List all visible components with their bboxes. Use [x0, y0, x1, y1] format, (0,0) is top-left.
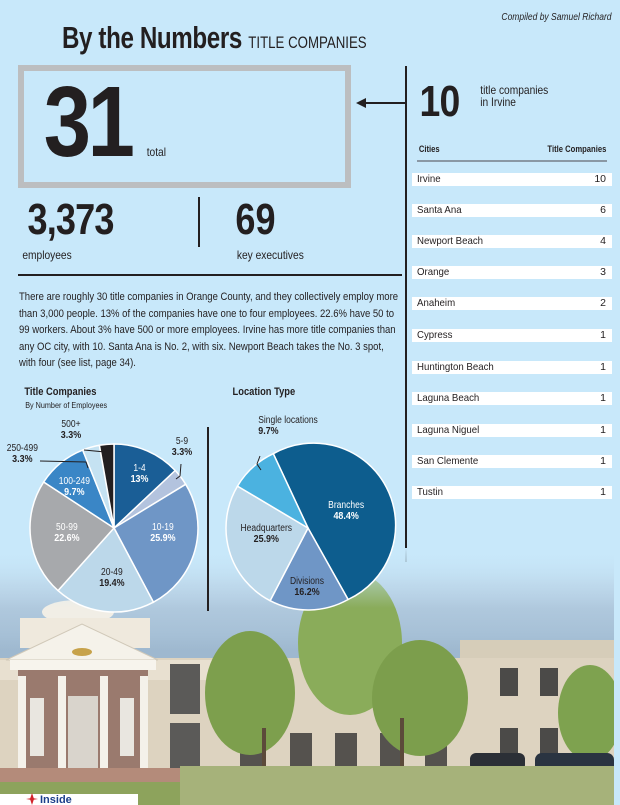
callout-label-line2: in Irvine	[480, 95, 516, 109]
slice-50-99	[29, 480, 116, 592]
charts-divider	[207, 427, 209, 611]
city-count: 1	[600, 455, 606, 467]
pie1-title: Title Companies	[24, 386, 97, 398]
table-row: San Clemente 1	[412, 455, 612, 468]
callout-label: title companies in Irvine	[480, 84, 574, 108]
employees-label: employees	[22, 248, 72, 262]
callout-label-line1: title companies	[480, 83, 549, 97]
logo-text: Inside	[40, 794, 72, 805]
employees-value: 3,373	[27, 195, 114, 244]
building-illustration	[0, 571, 620, 805]
table-row: Laguna Beach 1	[412, 392, 612, 405]
city-name: Tustin	[417, 486, 443, 498]
city-name: Newport Beach	[417, 235, 484, 247]
slice-500-plus	[98, 443, 115, 529]
table-row: Anaheim 2	[412, 297, 612, 310]
table-row: Tustin 1	[412, 486, 612, 499]
column-divider	[405, 66, 407, 562]
table-header-count: Title Companies	[547, 144, 606, 154]
pie1-subtitle: By Number of Employees	[25, 400, 108, 410]
leader-500-plus	[83, 449, 106, 464]
label-single-locations: Single locations 9.7%	[258, 415, 318, 437]
logo-panel	[0, 794, 138, 805]
city-name: San Clemente	[417, 455, 479, 467]
label-headquarters: Headquarters 25.9%	[240, 523, 293, 545]
pie-chart-location	[225, 442, 397, 611]
section-rule	[18, 274, 402, 276]
total-label: total	[146, 145, 166, 159]
label-20-49: 20-49 19.4%	[99, 567, 125, 589]
label-divisions: Divisions 16.2%	[290, 576, 325, 598]
city-count: 1	[600, 486, 606, 498]
city-count: 1	[600, 392, 606, 404]
city-count: 2	[600, 297, 606, 309]
page-title: By the Numbers TITLE COMPANIES	[62, 20, 367, 56]
table-row: Irvine 10	[412, 173, 612, 186]
table-row: Santa Ana 6	[412, 204, 612, 217]
callout-value: 10	[419, 77, 461, 126]
stats-divider	[198, 197, 200, 247]
compass-logo-icon	[26, 793, 38, 805]
table-row: Huntington Beach 1	[412, 361, 612, 374]
label-1-4: 1-4 13%	[130, 463, 149, 485]
credit-line: Compiled by Samuel Richard	[501, 12, 612, 23]
total-value: 31	[43, 66, 135, 178]
label-500-plus: 500+ 3.3%	[60, 419, 82, 441]
leader-single-locations	[256, 455, 262, 471]
table-header-rule	[417, 160, 607, 162]
arrow-left-icon	[356, 98, 366, 108]
city-count: 1	[600, 424, 606, 436]
table-row: Newport Beach 4	[412, 235, 612, 248]
city-name: Laguna Beach	[417, 392, 480, 404]
table-row: Orange 3	[412, 266, 612, 279]
city-name: Laguna Niguel	[417, 424, 480, 436]
label-100-249: 100-249 9.7%	[58, 476, 90, 498]
callout-arrow-line	[360, 102, 406, 104]
slice-10-19	[113, 483, 199, 604]
table-header-cities: Cities	[418, 144, 440, 154]
city-count: 3	[600, 266, 606, 278]
slice-1-4	[113, 443, 177, 530]
title-subtitle: TITLE COMPANIES	[248, 33, 367, 52]
slice-20-49	[56, 526, 155, 613]
city-count: 10	[594, 173, 606, 185]
city-name: Orange	[417, 266, 450, 278]
summary-paragraph: There are roughly 30 title companies in …	[19, 291, 399, 369]
table-row: Cypress 1	[412, 329, 612, 342]
executives-label: key executives	[236, 248, 304, 262]
label-250-499: 250-499 3.3%	[6, 443, 38, 465]
pie-chart-employees	[29, 443, 199, 613]
label-50-99: 50-99 22.6%	[54, 522, 80, 544]
total-frame	[18, 65, 351, 188]
city-count: 4	[600, 235, 606, 247]
city-count: 6	[600, 204, 606, 216]
table-row: Laguna Niguel 1	[412, 424, 612, 437]
city-count: 1	[600, 329, 606, 341]
slice-headquarters	[225, 485, 309, 602]
slice-divisions	[269, 526, 350, 611]
executives-value: 69	[235, 195, 276, 244]
leader-250-499	[39, 460, 89, 469]
city-count: 1	[600, 361, 606, 373]
label-10-19: 10-19 25.9%	[150, 522, 176, 544]
title-main-text: By the Numbers	[61, 20, 242, 55]
city-name: Santa Ana	[417, 204, 462, 216]
pie2-title: Location Type	[232, 386, 296, 398]
city-name: Huntington Beach	[417, 361, 494, 373]
slice-branches	[272, 442, 397, 601]
label-branches: Branches 48.4%	[328, 500, 365, 522]
city-name: Cypress	[417, 329, 453, 341]
city-name: Irvine	[417, 173, 441, 185]
leader-5-9	[175, 463, 182, 480]
label-5-9: 5-9 3.3%	[171, 436, 193, 458]
city-name: Anaheim	[417, 297, 456, 309]
slice-single-locations	[236, 452, 310, 530]
